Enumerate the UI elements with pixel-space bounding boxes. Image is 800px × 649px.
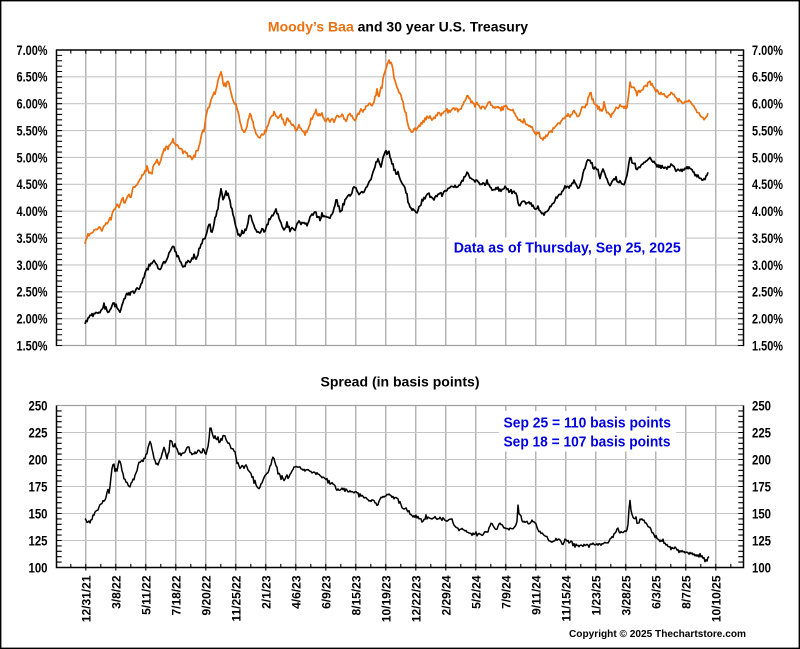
svg-text:3.50%: 3.50% [752,231,783,246]
svg-text:Moody’s Baa and 30 year U.S. T: Moody’s Baa and 30 year U.S. Treasury [268,18,528,34]
svg-text:175: 175 [752,479,771,494]
svg-text:2/29/24: 2/29/24 [439,575,453,615]
svg-text:8/7/25: 8/7/25 [679,575,693,609]
svg-text:2/1/23: 2/1/23 [259,575,273,609]
svg-text:Sep 25 = 110 basis points: Sep 25 = 110 basis points [504,416,672,432]
svg-text:4.50%: 4.50% [17,177,48,192]
svg-text:3.00%: 3.00% [17,258,48,273]
svg-text:125: 125 [752,533,771,548]
svg-text:9/20/22: 9/20/22 [199,575,213,615]
svg-text:200: 200 [752,452,771,467]
svg-text:150: 150 [752,506,771,521]
svg-text:12/22/23: 12/22/23 [409,575,423,622]
svg-text:1.50%: 1.50% [17,338,48,353]
svg-text:Copyright © 2025 Thechartstore: Copyright © 2025 Thechartstore.com [569,628,746,640]
svg-text:7/9/24: 7/9/24 [499,575,513,609]
svg-text:225: 225 [752,425,771,440]
svg-text:5/2/24: 5/2/24 [469,575,483,609]
svg-text:100: 100 [752,560,771,575]
svg-text:Data as of Thursday, Sep 25, 2: Data as of Thursday, Sep 25, 2025 [454,241,681,257]
svg-text:5.00%: 5.00% [752,150,783,165]
svg-text:250: 250 [752,398,771,413]
svg-text:250: 250 [29,398,48,413]
svg-text:5.50%: 5.50% [752,123,783,138]
svg-text:3.50%: 3.50% [17,231,48,246]
svg-text:6.50%: 6.50% [752,70,783,85]
svg-text:10/10/25: 10/10/25 [709,575,723,622]
svg-text:5.50%: 5.50% [17,123,48,138]
svg-text:225: 225 [29,425,48,440]
svg-text:5/11/22: 5/11/22 [139,575,153,615]
svg-text:2.50%: 2.50% [17,285,48,300]
svg-text:11/25/22: 11/25/22 [229,575,243,621]
svg-text:2.50%: 2.50% [752,285,783,300]
svg-text:200: 200 [29,452,48,467]
svg-text:1.50%: 1.50% [752,338,783,353]
svg-text:6.00%: 6.00% [17,97,48,112]
svg-text:7.00%: 7.00% [752,43,783,58]
svg-text:11/15/24: 11/15/24 [559,575,573,621]
svg-text:10/19/23: 10/19/23 [379,575,393,622]
svg-text:3.00%: 3.00% [752,258,783,273]
svg-text:4/6/23: 4/6/23 [289,575,303,609]
svg-text:6/9/23: 6/9/23 [319,575,333,609]
svg-text:Sep 18 = 107 basis points: Sep 18 = 107 basis points [504,434,671,450]
svg-text:8/15/23: 8/15/23 [349,575,363,615]
svg-text:5.00%: 5.00% [17,150,48,165]
svg-text:175: 175 [29,479,48,494]
svg-text:1/23/25: 1/23/25 [589,575,603,615]
svg-text:150: 150 [29,506,48,521]
svg-text:6.00%: 6.00% [752,97,783,112]
svg-text:4.00%: 4.00% [752,204,783,219]
svg-text:4.50%: 4.50% [752,177,783,192]
svg-text:7.00%: 7.00% [17,43,48,58]
svg-text:9/11/24: 9/11/24 [529,575,543,615]
svg-text:12/31/21: 12/31/21 [79,575,93,622]
svg-text:6/3/25: 6/3/25 [649,575,663,609]
svg-text:100: 100 [29,560,48,575]
svg-text:3/8/22: 3/8/22 [109,575,123,609]
svg-text:3/28/25: 3/28/25 [619,575,633,615]
svg-text:7/18/22: 7/18/22 [169,575,183,615]
svg-text:2.00%: 2.00% [752,312,783,327]
svg-text:2.00%: 2.00% [17,312,48,327]
svg-text:Spread (in basis points): Spread (in basis points) [321,374,480,390]
svg-text:4.00%: 4.00% [17,204,48,219]
svg-text:125: 125 [29,533,48,548]
svg-text:6.50%: 6.50% [17,70,48,85]
